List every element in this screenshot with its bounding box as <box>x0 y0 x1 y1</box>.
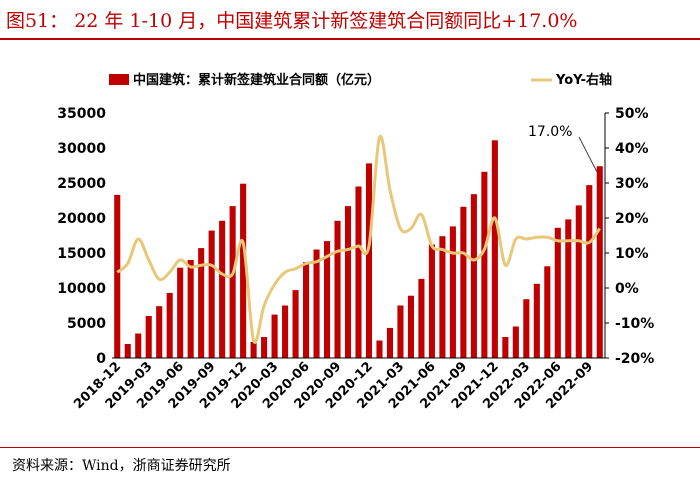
right-tick-label: 50% <box>615 106 649 122</box>
legend-bar-swatch <box>109 74 129 85</box>
bar <box>502 337 509 358</box>
left-tick-label: 15000 <box>57 246 106 262</box>
x-axis-labels: 2018-122019-032019-062019-092019-122020-… <box>71 359 596 412</box>
right-tick-label: 20% <box>615 211 649 227</box>
left-tick-label: 0 <box>96 351 106 367</box>
legend: 中国建筑：累计新签建筑业合同额（亿元） YoY-右轴 <box>109 72 612 88</box>
bar <box>376 340 383 358</box>
yoy-line <box>116 134 601 344</box>
bar <box>596 166 603 358</box>
bar <box>198 248 205 358</box>
bar <box>544 266 551 358</box>
bar <box>261 337 268 358</box>
bar <box>407 295 414 358</box>
right-tick-label: -20% <box>615 351 654 367</box>
bar <box>355 186 362 358</box>
source-rule <box>0 447 700 448</box>
bar <box>334 220 341 358</box>
bar <box>460 206 467 358</box>
bar-series <box>114 140 603 358</box>
bar <box>575 205 582 358</box>
bar <box>470 194 477 358</box>
bar <box>449 226 456 358</box>
bar <box>187 260 194 358</box>
bar <box>156 306 163 358</box>
bar <box>219 220 226 358</box>
bar <box>586 185 593 358</box>
bar <box>386 327 394 358</box>
bar <box>565 219 572 358</box>
left-tick-label: 25000 <box>57 176 106 192</box>
bar <box>554 227 561 358</box>
bar <box>418 278 425 358</box>
bar <box>491 140 498 358</box>
annotation: 17.0% <box>528 124 598 173</box>
left-tick-label: 35000 <box>57 106 106 122</box>
left-axis-ticks: 0 5000 10000 15000 20000 25000 30000 35000 <box>57 106 106 367</box>
bar <box>229 206 236 358</box>
bar <box>166 292 173 358</box>
bar <box>313 249 320 358</box>
bar <box>208 230 215 358</box>
bar <box>135 333 142 358</box>
right-axis-ticks: -20% -10% 0% 10% 20% 30% 40% 50% <box>605 106 654 367</box>
bar <box>344 206 352 358</box>
annotation-leader <box>578 136 598 173</box>
right-tick-label: 30% <box>615 176 649 192</box>
bar <box>282 305 289 358</box>
bar <box>365 163 373 358</box>
annotation-label: 17.0% <box>528 124 572 140</box>
bar <box>271 314 278 358</box>
right-tick-label: 10% <box>615 246 649 262</box>
right-tick-label: -10% <box>615 316 654 332</box>
bar <box>439 236 446 358</box>
bar <box>397 305 404 358</box>
left-tick-label: 10000 <box>57 281 106 297</box>
legend-bar-label: 中国建筑：累计新签建筑业合同额（亿元） <box>133 72 380 88</box>
bar <box>240 183 247 358</box>
bar <box>481 171 488 358</box>
bar <box>114 194 121 358</box>
bar <box>428 244 435 358</box>
figure-title: 图51： 22 年 1-10 月，中国建筑累计新签建筑合同额同比+17.0% <box>6 10 578 32</box>
title-rule <box>0 38 700 40</box>
bar <box>323 241 331 358</box>
source-note: 资料来源：Wind，浙商证券研究所 <box>12 458 231 474</box>
bar <box>303 262 310 358</box>
bar <box>533 283 540 358</box>
right-tick-label: 0% <box>615 281 639 297</box>
bar <box>177 267 184 358</box>
bar <box>124 344 131 358</box>
legend-line-label: YoY-右轴 <box>555 72 612 88</box>
axes <box>112 113 606 359</box>
bar <box>292 290 299 358</box>
bar <box>145 316 152 358</box>
bar <box>250 341 257 358</box>
left-tick-label: 30000 <box>57 141 106 157</box>
left-tick-label: 20000 <box>57 211 106 227</box>
yoy-line-series <box>116 134 601 344</box>
bar <box>512 326 519 358</box>
left-tick-label: 5000 <box>67 316 106 332</box>
bar <box>523 299 530 358</box>
right-tick-label: 40% <box>615 141 649 157</box>
